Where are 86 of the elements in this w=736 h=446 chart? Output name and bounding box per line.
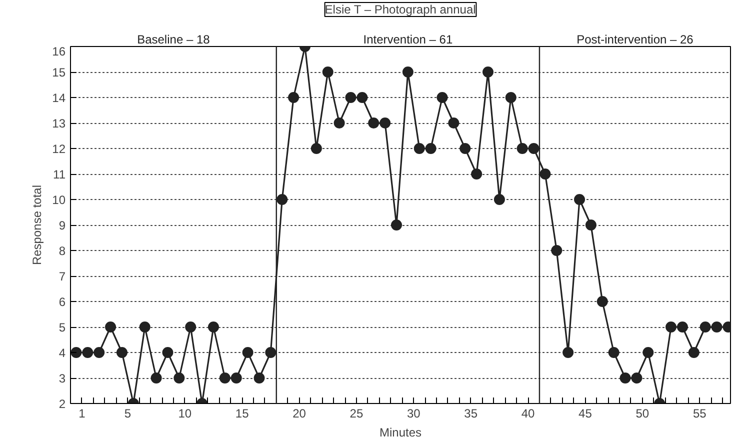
- point: [642, 347, 654, 358]
- point: [162, 347, 174, 358]
- point: [505, 92, 516, 103]
- text: Post-intervention – 26: [576, 32, 694, 46]
- y-tick-label: 4: [58, 346, 66, 360]
- y-tick-label: 12: [52, 142, 66, 156]
- x-tick-label: 5: [124, 406, 132, 420]
- y-tick-label: 16: [52, 44, 66, 58]
- point: [711, 322, 722, 332]
- point: [631, 372, 642, 384]
- point: [380, 118, 391, 128]
- y-tick-label: 7: [58, 270, 66, 284]
- point: [676, 322, 688, 332]
- point: [574, 194, 586, 205]
- y-tick-label: 8: [58, 244, 66, 258]
- point: [334, 118, 345, 128]
- y-tick-label: 5: [58, 320, 66, 334]
- y-tick-label: 9: [58, 218, 66, 232]
- y-tick-label: 13: [52, 116, 66, 130]
- x-tick-label: 20: [292, 406, 306, 420]
- point: [562, 347, 574, 358]
- point: [70, 347, 82, 358]
- point: [288, 92, 300, 103]
- x-tick-label: 30: [406, 406, 421, 420]
- x-tick-label: 15: [235, 406, 250, 420]
- x-axis-title: Minutes: [379, 426, 422, 440]
- point: [345, 92, 356, 103]
- point: [254, 372, 265, 384]
- x-tick-label: 55: [692, 406, 707, 420]
- point: [174, 372, 185, 384]
- point: [688, 347, 700, 358]
- point: [265, 347, 276, 358]
- point: [494, 194, 505, 205]
- point: [608, 347, 620, 358]
- point: [585, 220, 596, 230]
- point: [310, 143, 322, 154]
- point: [436, 92, 448, 103]
- point: [528, 143, 540, 154]
- x-tick-label: 40: [521, 406, 536, 420]
- point: [276, 194, 288, 205]
- y-tick-label: 10: [52, 193, 66, 207]
- y-tick-label: 6: [58, 295, 66, 309]
- x-tick-label: 1: [78, 406, 86, 420]
- text: Baseline – 18: [137, 32, 210, 46]
- point: [219, 372, 230, 384]
- point: [322, 66, 334, 78]
- y-tick-label: 3: [58, 372, 66, 386]
- point: [460, 143, 471, 154]
- point: [390, 220, 402, 230]
- point: [185, 322, 196, 332]
- point: [150, 372, 162, 384]
- y-tick-label: 14: [52, 91, 66, 105]
- y-tick-label: 15: [52, 66, 66, 80]
- y-tick-label: 2: [58, 397, 66, 411]
- y-tick-label: 11: [53, 168, 66, 182]
- point: [666, 322, 677, 332]
- point: [82, 347, 94, 358]
- point: [700, 322, 711, 332]
- point: [482, 66, 494, 78]
- point: [356, 92, 368, 103]
- point: [94, 347, 105, 358]
- x-tick-label: 25: [350, 406, 364, 420]
- point: [242, 347, 254, 358]
- text: Intervention – 61: [363, 32, 453, 46]
- point: [414, 143, 425, 154]
- point: [516, 143, 528, 154]
- point: [620, 372, 631, 384]
- point: [230, 372, 242, 384]
- point: [105, 322, 116, 332]
- point: [425, 143, 436, 154]
- chart-title: Elsie T – Photograph annual: [324, 2, 476, 16]
- point: [540, 168, 551, 180]
- point: [448, 118, 460, 128]
- point: [551, 245, 562, 256]
- point: [139, 322, 150, 332]
- point: [368, 118, 380, 128]
- x-tick-label: 35: [464, 406, 478, 420]
- x-tick-label: 45: [578, 406, 592, 420]
- y-axis-title: Response total: [30, 184, 44, 266]
- x-tick-label: 10: [178, 406, 192, 420]
- point: [116, 347, 128, 358]
- point: [208, 322, 219, 332]
- x-tick-label: 50: [636, 406, 650, 420]
- point: [596, 296, 608, 307]
- point: [471, 168, 482, 180]
- point: [402, 66, 414, 78]
